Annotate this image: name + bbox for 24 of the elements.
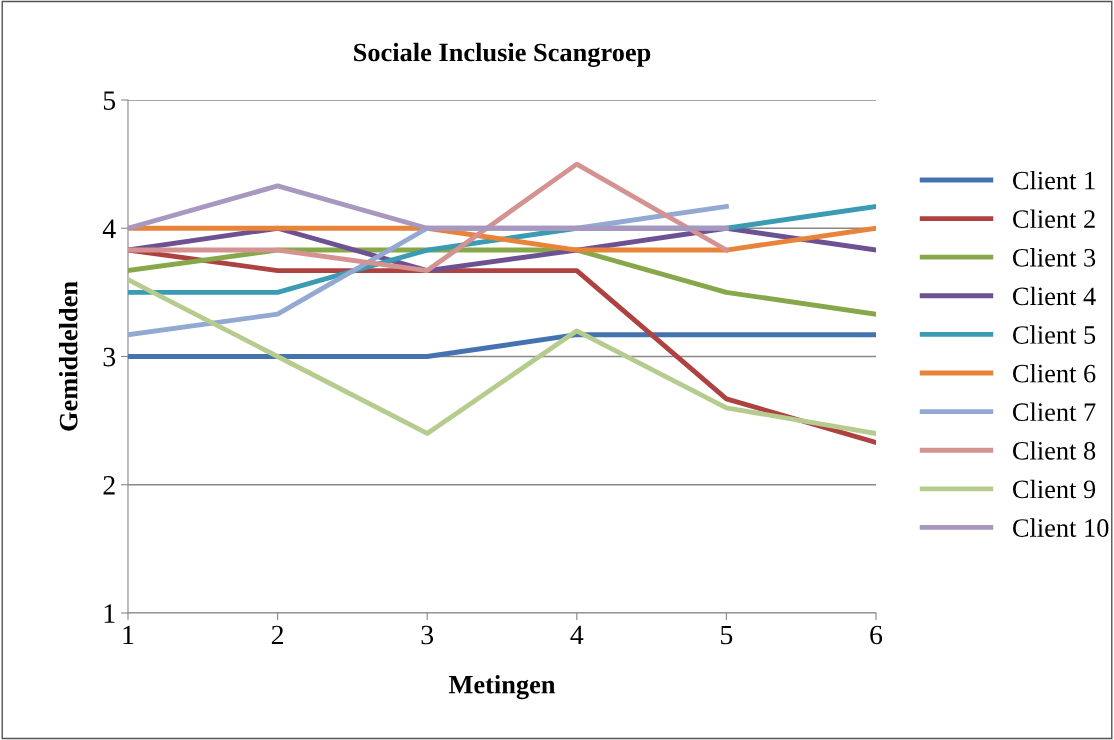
legend-label: Client 6 [1013,363,1096,383]
y-tick-label: 5 [103,91,116,110]
x-tick-label: 5 [721,625,733,645]
chart-title: Sociale Inclusie Scangroep [354,42,651,67]
legend-label: Client 2 [1013,209,1095,229]
y-tick-label: 1 [104,604,115,623]
x-tick-label: 4 [570,625,584,645]
y-tick-label: 2 [103,475,115,495]
legend-label: Client 5 [1013,325,1096,344]
y-tick-label: 4 [102,219,116,238]
legend-label: Client 8 [1013,441,1096,460]
legend-label: Client 10 [1013,518,1109,537]
y-axis-title: Gemiddelden [58,281,78,431]
legend-label: Client 9 [1013,479,1096,499]
x-tick-label: 2 [271,625,284,645]
legend-label: Client 3 [1013,248,1096,267]
x-tick-label: 6 [870,625,883,645]
legend-label: Client 1 [1013,170,1095,190]
y-tick-label: 3 [103,347,116,367]
x-tick-label: 3 [421,625,434,645]
x-axis-title: Metingen [448,675,556,700]
x-tick-label: 1 [123,625,134,645]
legend-label: Client 4 [1013,286,1096,306]
legend-label: Client 7 [1013,402,1096,422]
